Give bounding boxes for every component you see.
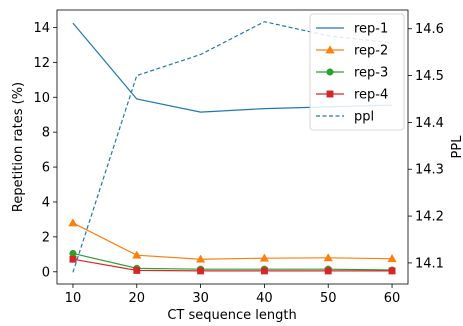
y-tick-label: 8	[42, 126, 50, 141]
point-rep-2	[387, 253, 397, 263]
y2-tick-label: 14.4	[415, 116, 444, 131]
point-rep-2	[68, 218, 78, 227]
legend-label-rep-4: rep-4	[354, 88, 388, 103]
point-rep-4	[324, 267, 332, 275]
y-tick-label: 4	[42, 195, 50, 210]
y-tick-label: 14	[33, 21, 50, 36]
legend-marker-rep-2	[325, 45, 335, 54]
legend-box	[309, 13, 405, 131]
series-line-rep-3	[72, 252, 393, 271]
point-rep-4	[133, 266, 141, 274]
x-tick-label: 50	[320, 291, 337, 306]
y2-tick-label: 14.2	[415, 210, 444, 225]
x-tick-label: 60	[384, 291, 401, 306]
y-tick-label: 10	[33, 91, 50, 106]
y-axis-label: Repetition rates (%)	[11, 82, 26, 212]
point-rep-2	[132, 250, 142, 259]
series-line-ppl	[72, 21, 393, 273]
series-line-rep-2	[72, 222, 393, 260]
x-axis-label: CT sequence length	[167, 308, 296, 322]
legend-label-rep-3: rep-3	[354, 66, 388, 81]
point-rep-4	[260, 267, 268, 275]
legend-label-rep-1: rep-1	[354, 22, 388, 37]
y-tick-label: 0	[42, 265, 50, 280]
plot-frame	[56, 9, 409, 285]
legend-label-ppl: ppl	[354, 110, 374, 125]
x-tick-label: 10	[65, 291, 82, 306]
y2-axis-label: PPL	[450, 135, 463, 159]
x-tick-label: 40	[256, 291, 273, 306]
point-rep-2	[323, 253, 333, 262]
y2-tick-label: 14.3	[415, 163, 444, 178]
y2-tick-label: 14.6	[415, 22, 444, 37]
y2-tick-label: 14.5	[415, 69, 444, 84]
point-rep-4	[197, 267, 205, 275]
y2-tick-label: 14.1	[415, 256, 444, 271]
y-axis-left: 0 2 4 6 8 10 12 14	[33, 21, 57, 280]
y-tick-label: 12	[33, 56, 50, 71]
x-tick-label: 20	[128, 291, 145, 306]
series-line-rep-4	[72, 258, 393, 272]
y-tick-label: 2	[42, 230, 50, 245]
point-rep-4	[69, 255, 77, 263]
legend-marker-rep-3	[326, 68, 334, 76]
point-rep-4	[388, 267, 396, 275]
point-rep-2	[195, 254, 206, 263]
y-axis-right: 14.1 14.2 14.3 14.4 14.5 14.6	[408, 22, 444, 271]
point-rep-2	[259, 253, 270, 262]
legend-label-rep-2: rep-2	[354, 44, 388, 59]
legend-marker-rep-4	[326, 90, 334, 98]
legend: rep-1 rep-2 rep-3 rep-4 ppl	[309, 13, 405, 131]
x-axis: 10 20 30 40 50 60	[65, 284, 401, 306]
x-tick-label: 30	[192, 291, 209, 306]
y-tick-label: 6	[42, 161, 50, 176]
